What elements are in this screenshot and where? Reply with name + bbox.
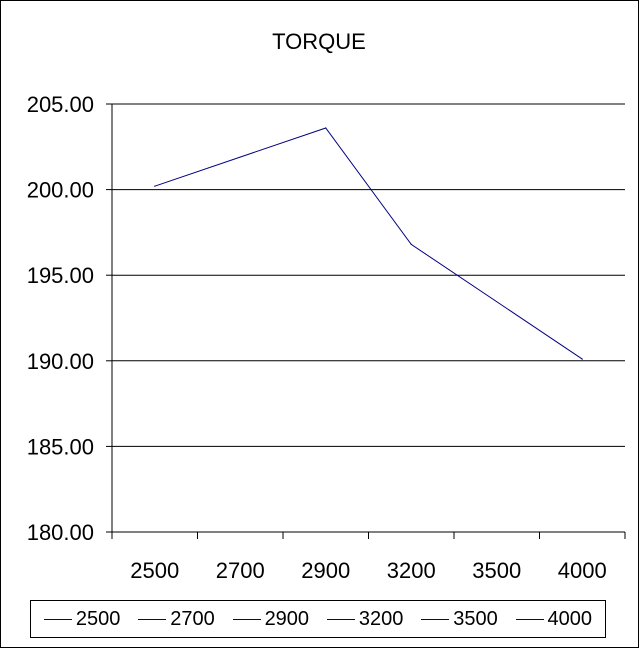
- axes: [106, 103, 626, 539]
- legend-label: 3500: [453, 607, 498, 630]
- legend-item: 3500: [421, 608, 498, 631]
- y-tick-label: 180.00: [27, 520, 94, 545]
- legend-swatch: [421, 618, 450, 620]
- y-tick-label: 190.00: [27, 349, 94, 374]
- x-tick-label: 2900: [301, 558, 350, 583]
- data-point: [154, 185, 156, 187]
- data-point: [410, 243, 412, 245]
- y-tick-label: 200.00: [27, 178, 94, 203]
- x-tick-label: 3500: [472, 558, 521, 583]
- x-tick-label: 4000: [558, 558, 607, 583]
- y-tick-label: 185.00: [27, 434, 94, 459]
- gridlines: [112, 103, 625, 447]
- series-layer: [154, 127, 583, 360]
- legend-item: 4000: [515, 607, 593, 631]
- data-point: [581, 358, 583, 360]
- legend-label: 3200: [358, 607, 404, 630]
- x-tick-label: 2500: [130, 558, 179, 583]
- legend-label: 2700: [170, 607, 215, 630]
- x-tick-label: 3200: [387, 558, 436, 583]
- legend-swatch: [326, 618, 355, 620]
- legend-item: 3200: [326, 607, 404, 631]
- x-axis-tick-labels: 2500 2700 2900 3200 3500 4000: [130, 558, 606, 583]
- torque-series-line: [154, 127, 583, 360]
- y-tick-label: 205.00: [27, 92, 94, 117]
- data-point: [325, 127, 327, 129]
- legend-item: 2500: [43, 607, 121, 631]
- legend-item: 2900: [232, 607, 310, 631]
- chart-title: TORQUE: [272, 29, 366, 54]
- legend-swatch: [232, 618, 261, 620]
- y-axis-tick-labels: 180.00 185.00 190.00 195.00 200.00 205.00: [27, 92, 94, 545]
- legend-item: 2700: [138, 608, 215, 631]
- x-tick-label: 2700: [216, 558, 265, 583]
- legend-label: 4000: [547, 607, 593, 630]
- legend-swatch: [515, 618, 544, 620]
- y-tick-label: 195.00: [27, 263, 94, 288]
- legend-label: 2900: [264, 607, 310, 630]
- legend: 2500 2700 2900 3200 3500 4000: [30, 600, 606, 638]
- legend-swatch: [138, 618, 167, 620]
- legend-label: 2500: [75, 607, 121, 630]
- legend-swatch: [43, 618, 72, 620]
